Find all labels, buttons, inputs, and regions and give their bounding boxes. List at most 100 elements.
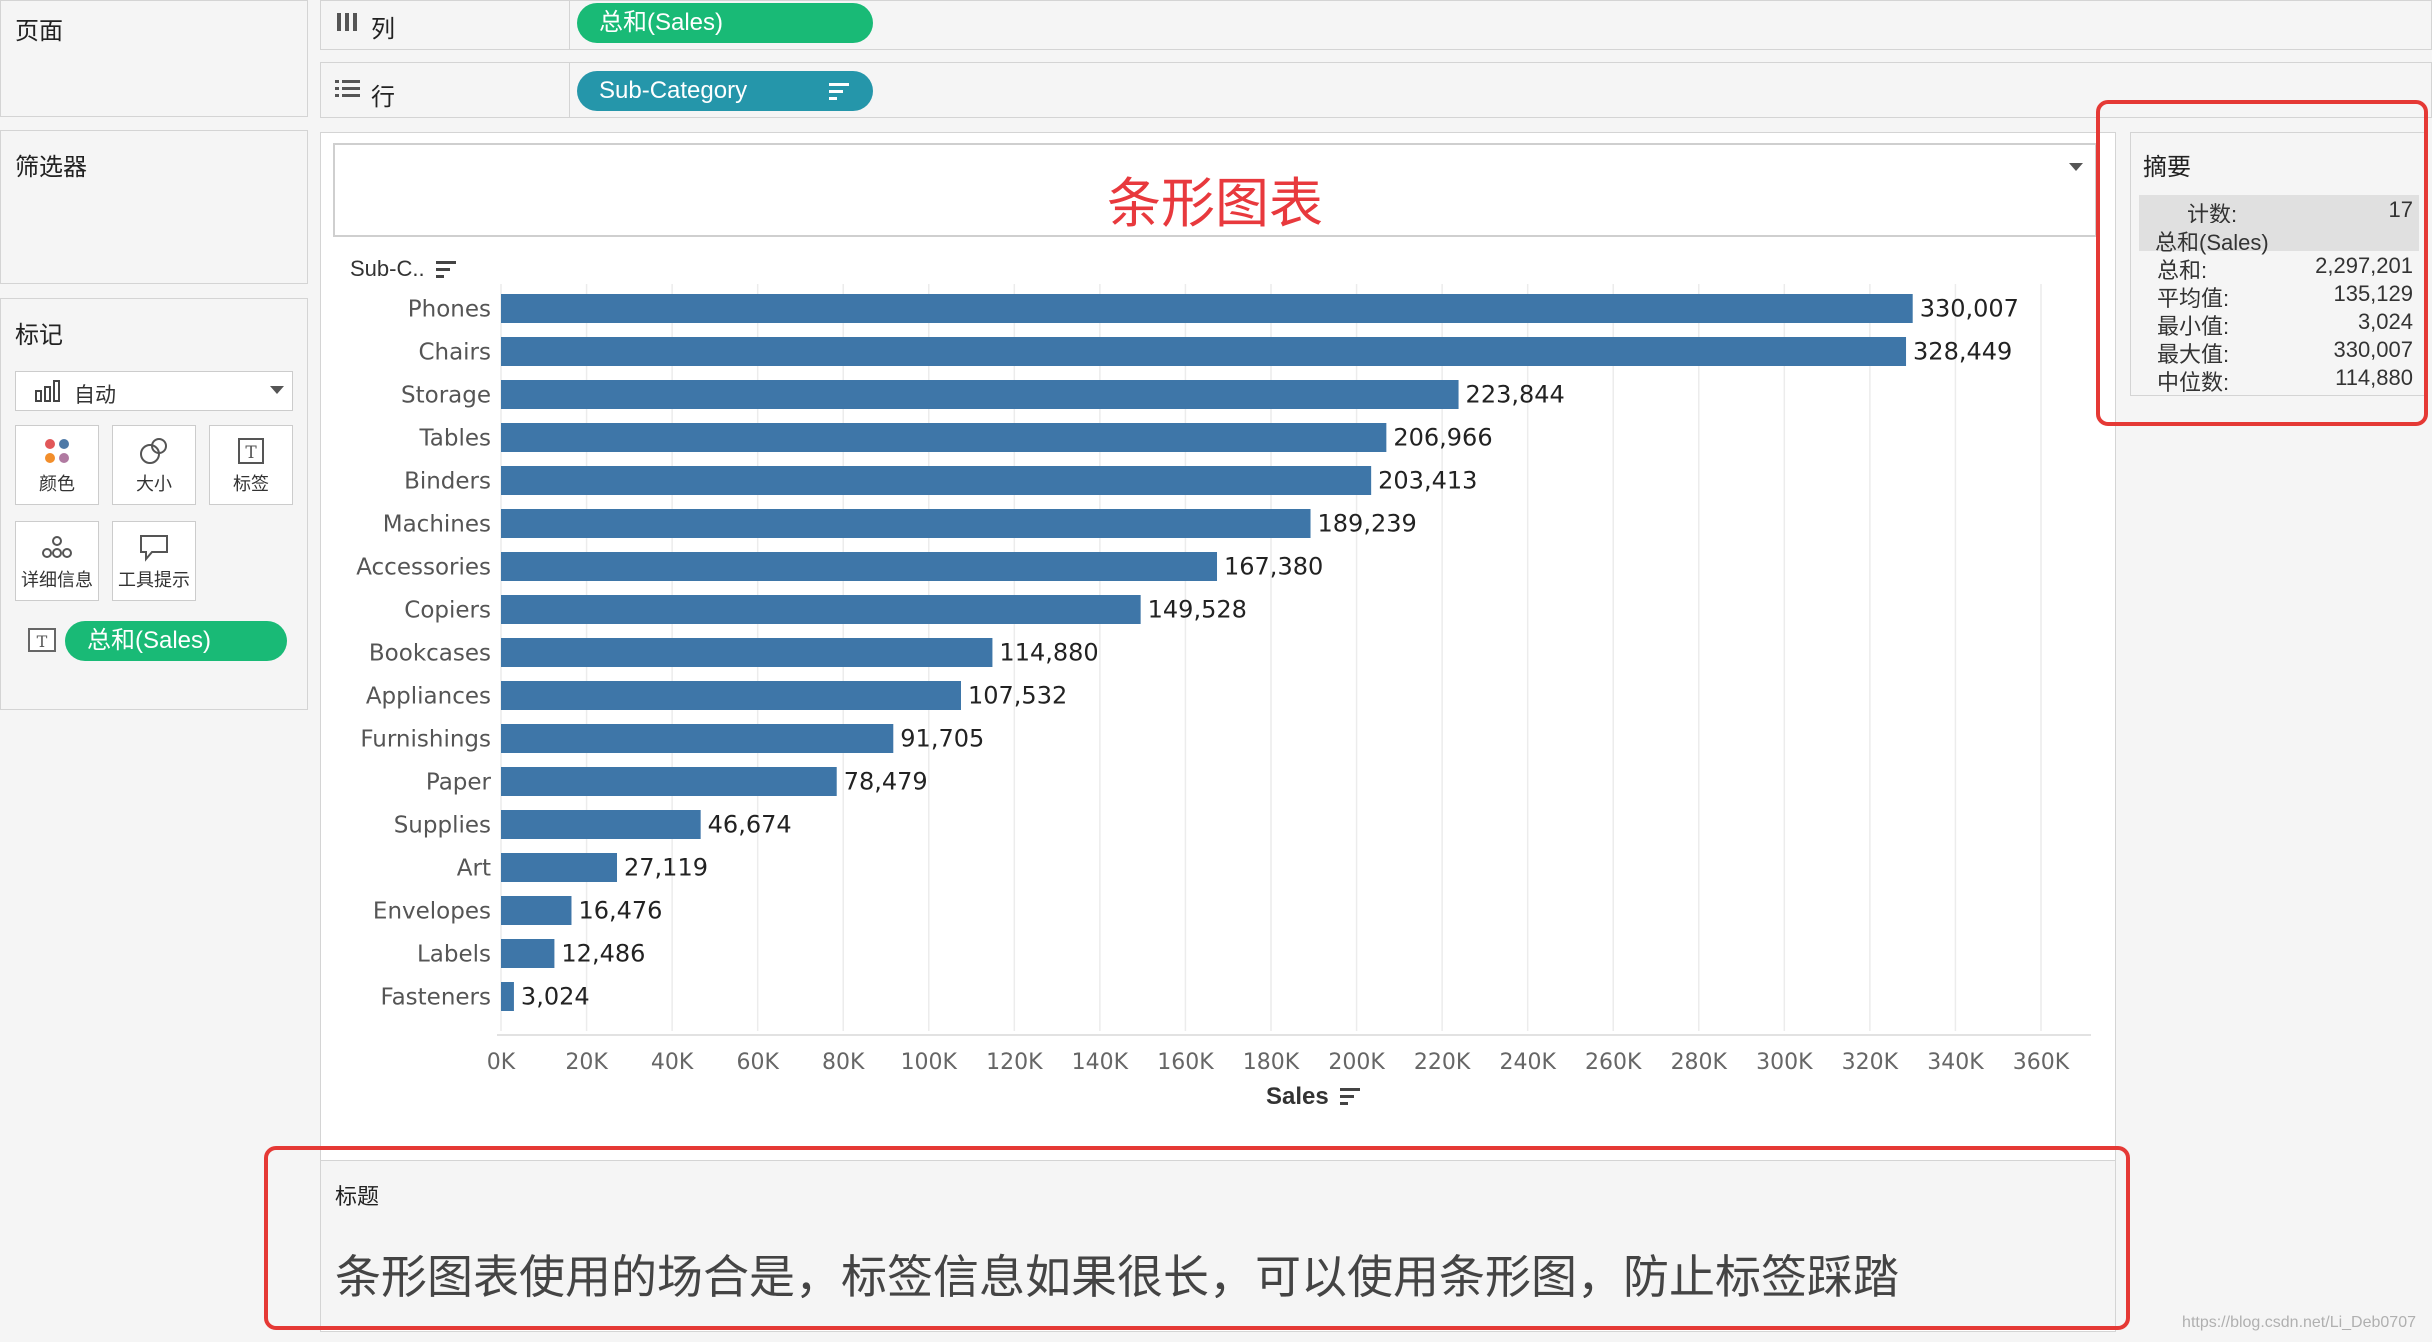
summary-title: 摘要	[2143, 154, 2191, 181]
summary-highlight	[2096, 100, 2428, 426]
y-tick-label: Copiers	[404, 598, 491, 624]
y-tick-label: Supplies	[394, 813, 491, 839]
x-tick-label: 280K	[1671, 1050, 1728, 1075]
rows-icon	[335, 80, 360, 97]
y-tick-label: Accessories	[356, 555, 491, 581]
y-tick-label: Phones	[408, 297, 491, 323]
marks-sales-pill[interactable]: 总和(Sales)	[65, 621, 287, 661]
sheet-title: 条形图表	[1107, 174, 1323, 234]
data-label: 203,413	[1378, 467, 1477, 495]
data-label: 12,486	[561, 940, 645, 968]
y-tick-label: Paper	[426, 770, 492, 796]
bar	[501, 939, 555, 968]
bar	[501, 466, 1372, 495]
summary-stat-value: 3,024	[2357, 309, 2413, 334]
bar	[501, 681, 961, 710]
y-tick-label: Binders	[404, 469, 491, 495]
svg-text:T: T	[37, 632, 48, 651]
summary-stat-value: 2,297,201	[2315, 253, 2413, 278]
color-label: 颜色	[39, 474, 75, 494]
pages-label: 页面	[15, 18, 63, 45]
x-tick-label: 80K	[822, 1050, 865, 1075]
bar	[501, 423, 1387, 452]
bar	[501, 380, 1459, 409]
summary-count-row: 计数: 17	[2139, 195, 2419, 227]
x-tick-label: 200K	[1328, 1050, 1385, 1075]
size-button[interactable]: 大小	[112, 425, 196, 505]
bar-chart: 0K 20K 40K 60K 80K 100K 120K 140K 160K 180K 200K 22…	[356, 284, 2091, 1075]
y-tick-label: Art	[457, 856, 491, 882]
x-tick-label: 0K	[487, 1050, 516, 1075]
x-tick-label: 20K	[565, 1050, 608, 1075]
tooltip-icon	[140, 535, 168, 562]
data-label: 223,844	[1466, 381, 1565, 409]
sort-icon	[829, 83, 849, 100]
data-label: 149,528	[1148, 596, 1247, 624]
summary-stat-key: 平均值:	[2157, 286, 2230, 311]
y-tick-label: Tables	[419, 426, 491, 452]
mark-type-dropdown[interactable]: 自动	[15, 371, 293, 411]
ycol-header[interactable]: Sub-C..	[350, 256, 456, 282]
x-tick-label: 300K	[1756, 1050, 1813, 1075]
bar	[501, 853, 618, 882]
data-label: 16,476	[578, 897, 662, 925]
y-tick-label: Chairs	[418, 340, 491, 366]
x-tick-label: 100K	[901, 1050, 958, 1075]
filters-label: 筛选器	[15, 154, 87, 181]
summary-count-value: 17	[2388, 197, 2413, 222]
x-tick-label: 320K	[1842, 1050, 1899, 1075]
x-tick-label: 360K	[2013, 1050, 2070, 1075]
summary-stat-key: 中位数:	[2157, 370, 2230, 395]
bar	[501, 294, 1913, 323]
data-label: 206,966	[1393, 424, 1492, 452]
tooltip-button[interactable]: 工具提示	[112, 521, 196, 601]
y-tick-label: Fasteners	[380, 985, 491, 1011]
bar	[501, 896, 572, 925]
summary-stat-value: 330,007	[2333, 337, 2413, 362]
data-label: 27,119	[624, 854, 708, 882]
x-tick-label: 260K	[1585, 1050, 1642, 1075]
bar	[501, 767, 837, 796]
data-label: 189,239	[1318, 510, 1417, 538]
title-menu-icon[interactable]	[2069, 163, 2083, 171]
columns-sales-pill[interactable]: 总和(Sales)	[577, 3, 873, 43]
x-axis-title[interactable]: Sales	[1266, 1083, 1360, 1111]
bar	[501, 552, 1218, 581]
summary-stat-value: 114,880	[2335, 365, 2413, 390]
columns-shelf[interactable]: 列 总和(Sales)	[320, 0, 2432, 50]
data-label: 167,380	[1224, 553, 1323, 581]
ycol-header-label: Sub-C..	[350, 256, 425, 281]
bar	[501, 982, 514, 1011]
rows-shelf[interactable]: 行 Sub-Category	[320, 62, 2432, 118]
x-tick-label: 40K	[651, 1050, 694, 1075]
data-label: 114,880	[999, 639, 1098, 667]
tooltip-label: 工具提示	[118, 570, 190, 590]
x-tick-label: 60K	[736, 1050, 779, 1075]
marks-title: 标记	[15, 322, 63, 349]
summary-measure-row: 总和(Sales)	[2139, 223, 2419, 255]
summary-stat-row: 平均值: 135,129	[2139, 279, 2419, 311]
pages-shelf[interactable]: 页面	[0, 0, 308, 117]
svg-text:T: T	[245, 443, 257, 463]
y-tick-label: Storage	[401, 383, 491, 409]
bar	[501, 595, 1141, 624]
caption-highlight	[264, 1146, 2130, 1330]
x-axis-title-label: Sales	[1266, 1083, 1329, 1110]
x-tick-label: 340K	[1927, 1050, 1984, 1075]
rows-pill-label: Sub-Category	[599, 77, 748, 104]
sort-icon	[1340, 1088, 1360, 1105]
detail-button[interactable]: 详细信息	[15, 521, 99, 601]
label-button[interactable]: T 标签	[209, 425, 293, 505]
rows-subcategory-pill[interactable]: Sub-Category	[577, 71, 873, 111]
y-tick-label: Labels	[417, 942, 491, 968]
sheet-title-box: 条形图表	[333, 143, 2097, 237]
x-tick-label: 180K	[1243, 1050, 1300, 1075]
x-tick-label: 120K	[986, 1050, 1043, 1075]
filters-shelf[interactable]: 筛选器	[0, 130, 308, 284]
data-label: 330,007	[1920, 295, 2019, 323]
data-label: 3,024	[521, 983, 590, 1011]
chevron-down-icon	[270, 386, 284, 394]
marks-card: 标记 自动 颜色 大小 T 标签	[0, 298, 308, 710]
color-button[interactable]: 颜色	[15, 425, 99, 505]
x-tick-label: 140K	[1072, 1050, 1129, 1075]
